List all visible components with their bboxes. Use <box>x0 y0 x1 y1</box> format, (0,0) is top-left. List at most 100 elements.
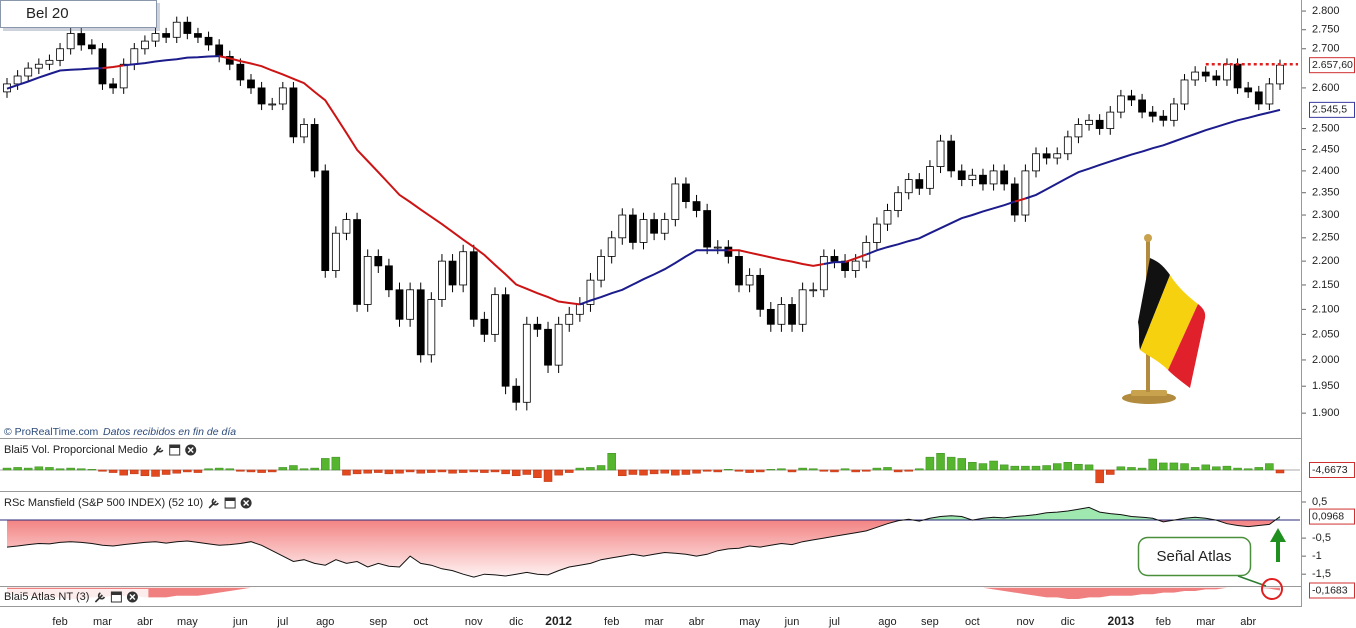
y-tick-label: 1.950 <box>1312 380 1340 392</box>
bar <box>416 469 425 474</box>
candle-body <box>1201 71 1210 77</box>
candle-body <box>363 256 372 305</box>
candle-body <box>24 67 33 77</box>
bar <box>1148 458 1157 471</box>
bar <box>246 469 256 473</box>
value-tag <box>1309 462 1355 478</box>
candle-body <box>1212 75 1221 81</box>
candle-body <box>448 260 457 286</box>
candle-body <box>1010 183 1019 216</box>
candle-body <box>607 237 616 257</box>
settings-icon[interactable] <box>153 445 164 456</box>
bar <box>533 469 542 478</box>
window-icon-bar <box>225 498 236 501</box>
candle-body <box>130 48 139 65</box>
bar <box>724 469 733 471</box>
value-tag-label: 2.657,60 <box>1312 59 1353 71</box>
bar <box>289 465 298 471</box>
candle-body <box>904 179 913 194</box>
bar <box>490 469 500 473</box>
chart-title: Bel 20 <box>26 5 69 22</box>
bar <box>554 469 563 476</box>
candle-body <box>533 323 542 330</box>
bar <box>628 469 638 475</box>
candle-body <box>936 140 945 167</box>
window-icon-bar <box>111 592 122 595</box>
bar <box>363 469 372 474</box>
candle-body <box>66 33 75 50</box>
settings-icon[interactable] <box>208 498 219 509</box>
close-icon-x <box>129 594 136 600</box>
bar <box>267 469 277 473</box>
moving-average <box>1014 197 1026 203</box>
candle-body <box>554 323 563 366</box>
candle-body <box>1063 136 1072 155</box>
x-tick-label: ago <box>316 616 334 628</box>
candle-body <box>575 304 584 315</box>
bar <box>23 467 33 471</box>
bar <box>798 467 807 471</box>
candle-body <box>766 308 775 325</box>
bar <box>511 469 521 477</box>
bar <box>1031 465 1041 471</box>
bar <box>87 469 97 471</box>
x-tick-label: feb <box>604 616 619 628</box>
candle-body <box>522 323 531 403</box>
bar <box>904 469 913 472</box>
bar <box>119 469 128 476</box>
candle-body <box>883 210 892 225</box>
panel-header: Blai5 Atlas NT (3) <box>1 589 149 605</box>
bar <box>745 469 754 473</box>
bar <box>45 467 54 471</box>
candle-body <box>862 242 871 262</box>
candle-body <box>215 44 224 57</box>
candle-body <box>353 219 361 305</box>
bar <box>183 469 192 473</box>
bar <box>957 458 966 471</box>
bar <box>946 456 956 471</box>
candle-body <box>660 219 669 234</box>
panel-title: RSc Mansfield (S&P 500 INDEX) (52 10) <box>4 497 203 509</box>
panel-header: Blai5 Vol. Proporcional Medio <box>1 442 207 458</box>
bar <box>1190 467 1200 471</box>
settings-icon[interactable] <box>94 592 106 603</box>
candle-body <box>745 274 754 286</box>
candle-body <box>45 59 54 65</box>
bar <box>98 469 107 472</box>
value-tag-label: 2.545,5 <box>1312 104 1347 116</box>
x-tick-label: dic <box>509 616 524 628</box>
candle-body <box>438 260 446 300</box>
candle-body <box>1233 63 1242 89</box>
bar <box>204 468 213 471</box>
bar <box>564 469 574 473</box>
x-tick-label: nov <box>465 616 483 628</box>
x-tick-label: ago <box>878 616 896 628</box>
value-tag-label: -4,6673 <box>1312 464 1348 476</box>
candle-body <box>87 44 96 50</box>
bar <box>13 467 22 471</box>
candle-body <box>724 246 733 257</box>
bar <box>151 469 160 477</box>
x-tick-label: mar <box>1196 616 1215 628</box>
candle-body <box>247 79 255 89</box>
bar <box>777 468 786 471</box>
candle-body <box>257 87 266 105</box>
y-tick-label: 2.600 <box>1312 82 1340 94</box>
bar <box>108 469 118 473</box>
candle-body <box>788 304 796 325</box>
bar <box>660 469 669 474</box>
candle-body <box>989 170 998 185</box>
candle-body <box>98 48 107 85</box>
bar <box>915 468 924 471</box>
moving-average <box>102 64 124 70</box>
bar <box>755 469 765 473</box>
bar <box>893 469 903 473</box>
bar <box>543 469 553 482</box>
candle-body <box>77 33 86 46</box>
bar <box>1275 469 1285 474</box>
y-tick-label: 2.400 <box>1312 165 1340 177</box>
bar <box>607 453 616 471</box>
candle-body <box>1106 111 1115 129</box>
panel-title: Blai5 Atlas NT (3) <box>4 591 89 603</box>
bar <box>1243 468 1253 471</box>
